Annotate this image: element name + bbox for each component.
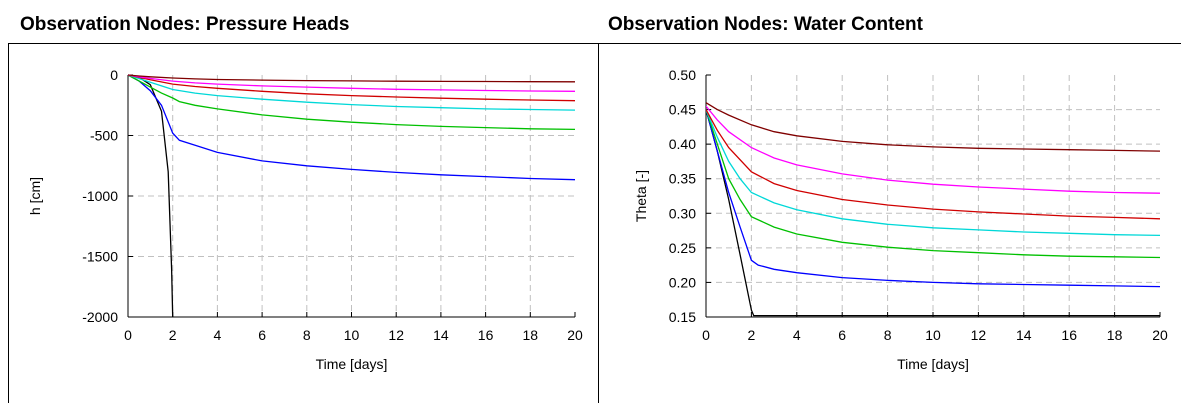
y-tick-label: 0 — [110, 67, 118, 83]
x-tick-label: 8 — [303, 327, 311, 343]
y-tick-label: 0.20 — [669, 274, 696, 290]
y-tick-label: 0.30 — [669, 205, 696, 221]
pressure-heads-panel: Observation Nodes: Pressure Heads 0 2 4 6 8 1… — [8, 14, 599, 403]
y-tick-label: -500 — [90, 128, 118, 144]
y-tick-label: 0.25 — [669, 240, 696, 256]
x-tick-label: 14 — [1016, 327, 1032, 343]
x-tick-label: 14 — [433, 327, 449, 343]
series-line-3 — [128, 74, 576, 111]
x-tick-label: 12 — [971, 327, 987, 343]
y-tick-label: 0.15 — [669, 309, 696, 325]
x-tick-label: 0 — [124, 327, 132, 343]
x-tick-label: 4 — [214, 327, 222, 343]
series-line-6 — [128, 74, 576, 83]
pressure-heads-chart: 0 2 4 6 8 10 12 14 16 18 20 -2000 -1500 -1000 -500 0 Tim… — [27, 67, 583, 372]
pressure-heads-title: Observation Nodes: Pressure Heads — [20, 14, 350, 35]
series-line-1 — [128, 74, 576, 181]
water-content-panel: Observation Nodes: Water Content 0 2 4 6 8 10… — [598, 0, 1181, 403]
x-tick-label: 16 — [1061, 327, 1077, 343]
series-line-5 — [128, 74, 576, 92]
x-axis-label: Time [days] — [316, 356, 388, 372]
series-line-4 — [706, 109, 1161, 220]
series-line-4 — [128, 74, 576, 102]
series-line-1 — [706, 109, 1161, 288]
x-tick-label: 0 — [702, 327, 710, 343]
x-tick-label: 18 — [523, 327, 539, 343]
series-line-2 — [706, 109, 1161, 259]
y-tick-label: -1000 — [82, 188, 118, 204]
series-line-3 — [706, 109, 1161, 237]
y-tick-label: -1500 — [82, 249, 118, 265]
y-tick-label: 0.45 — [669, 102, 696, 118]
grid — [706, 75, 1160, 317]
x-tick-label: 2 — [169, 327, 177, 343]
x-tick-label: 6 — [258, 327, 266, 343]
x-tick-label: 20 — [1152, 327, 1168, 343]
x-tick-label: 4 — [793, 327, 801, 343]
x-tick-label: 10 — [925, 327, 941, 343]
x-tick-label: 2 — [748, 327, 756, 343]
water-content-chart: 0 2 4 6 8 10 12 14 16 18 20 0.15 0.20 0.25 0.30 0.35 0.4… — [633, 67, 1168, 372]
series-line-6 — [706, 102, 1161, 152]
water-content-frame — [598, 43, 1181, 403]
pressure-heads-frame — [8, 43, 599, 403]
series-line-2 — [128, 74, 576, 131]
grid — [128, 75, 575, 317]
x-tick-label: 8 — [884, 327, 892, 343]
x-axis-label: Time [days] — [897, 356, 969, 372]
x-tick-label: 16 — [478, 327, 494, 343]
x-tick-label: 12 — [388, 327, 404, 343]
y-tick-label: 0.40 — [669, 136, 696, 152]
y-axis-label: h [cm] — [27, 177, 43, 215]
x-tick-label: 20 — [567, 327, 583, 343]
y-tick-label: 0.35 — [669, 171, 696, 187]
x-tick-label: 6 — [838, 327, 846, 343]
y-tick-label: 0.50 — [669, 67, 696, 83]
water-content-title: Observation Nodes: Water Content — [608, 14, 923, 35]
x-tick-label: 10 — [344, 327, 360, 343]
x-tick-label: 18 — [1107, 327, 1123, 343]
y-tick-label: -2000 — [82, 309, 118, 325]
series-line-5 — [706, 105, 1161, 194]
y-axis-label: Theta [-] — [633, 170, 649, 222]
